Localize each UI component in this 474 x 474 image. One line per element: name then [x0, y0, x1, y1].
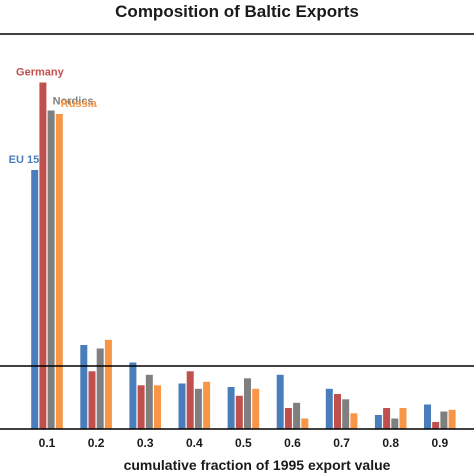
- series-label-russia: Russia: [61, 98, 98, 110]
- bar-russia-0.9: [448, 409, 456, 430]
- bar-russia-0.2: [104, 339, 112, 430]
- bar-eu-15-0.4: [178, 383, 186, 429]
- x-tick-label: 0.2: [88, 436, 105, 450]
- x-tick-label: 0.3: [137, 436, 154, 450]
- bar-russia-0.8: [399, 408, 407, 429]
- bar-nordics-0.5: [244, 378, 251, 430]
- bar-russia-0.1: [55, 114, 63, 429]
- bar-russia-0.3: [154, 385, 161, 430]
- bar-eu-15-0.8: [374, 415, 382, 429]
- bar-eu-15-0.2: [80, 345, 88, 429]
- bar-germany-0.8: [383, 408, 391, 429]
- bar-germany-0.5: [235, 395, 243, 430]
- bar-eu-15-0.6: [276, 374, 284, 430]
- bar-russia-0.4: [203, 381, 211, 430]
- bar-germany-0.7: [334, 394, 341, 429]
- bar-nordics-0.1: [47, 110, 55, 429]
- series-label-eu-15: EU 15: [9, 154, 40, 166]
- bar-russia-0.5: [252, 388, 260, 430]
- bar-germany-0.4: [186, 371, 194, 430]
- bar-germany-0.3: [137, 385, 145, 430]
- bar-eu-15-0.5: [227, 387, 235, 429]
- x-tick-label: 0.8: [382, 436, 399, 450]
- bar-eu-15-0.9: [424, 404, 431, 429]
- bar-germany-0.1: [39, 82, 47, 429]
- bar-nordics-0.6: [293, 402, 301, 430]
- bar-nordics-0.2: [96, 348, 104, 429]
- x-tick-label: 0.6: [284, 436, 301, 450]
- bars-group: [31, 82, 456, 430]
- x-tick-label: 0.1: [39, 436, 56, 450]
- bar-eu-15-0.3: [129, 362, 137, 429]
- bar-eu-15-0.7: [325, 388, 333, 430]
- chart-title: Composition of Baltic Exports: [115, 2, 359, 21]
- x-tick-label: 0.5: [235, 436, 252, 450]
- x-tick-label: 0.7: [333, 436, 350, 450]
- series-label-germany: Germany: [16, 67, 65, 79]
- bar-nordics-0.3: [145, 374, 153, 430]
- bar-germany-0.2: [88, 371, 96, 430]
- bar-russia-0.7: [350, 413, 358, 430]
- bar-nordics-0.4: [194, 388, 202, 430]
- x-tick-label: 0.9: [431, 436, 448, 450]
- bar-germany-0.6: [284, 408, 292, 429]
- bar-nordics-0.9: [440, 411, 448, 429]
- bar-nordics-0.7: [342, 399, 350, 430]
- bar-eu-15-0.1: [31, 170, 39, 429]
- x-tick-labels: 0.1 0.2 0.3 0.4 0.5 0.6 0.7 0.8 0.9: [39, 436, 449, 450]
- series-label-nordics: Nordics: [53, 96, 94, 108]
- x-axis-label: cumulative fraction of 1995 export value: [124, 457, 391, 473]
- bar-germany-0.9: [432, 422, 440, 429]
- bar-russia-0.6: [301, 418, 309, 429]
- x-tick-label: 0.4: [186, 436, 203, 450]
- bar-nordics-0.8: [391, 418, 399, 429]
